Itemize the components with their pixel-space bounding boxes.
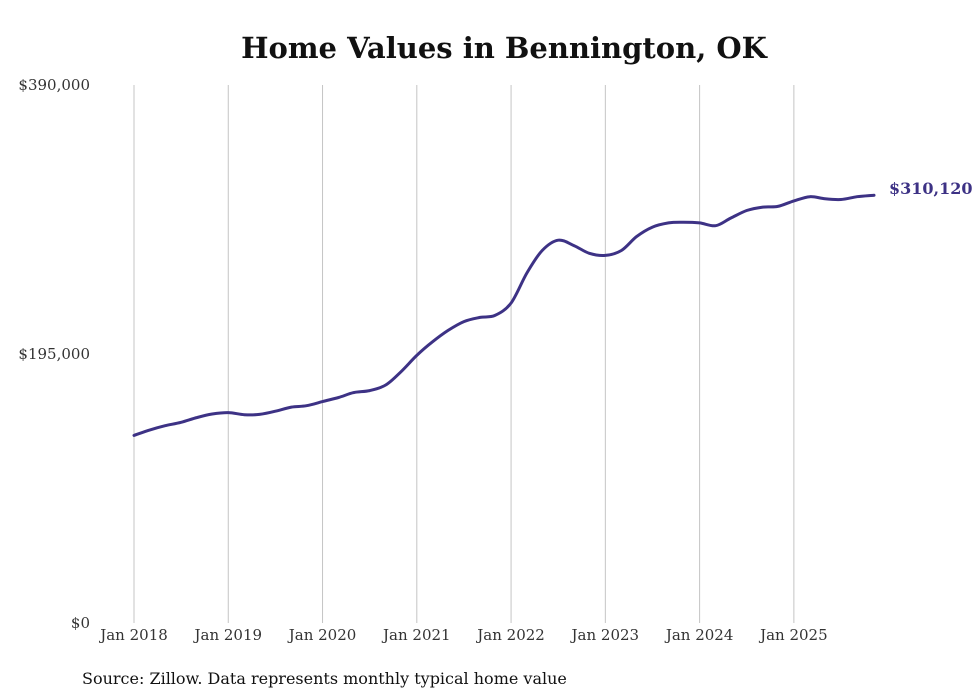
series-layer: $310,120 [132,179,973,437]
y-tick-label-0: $390,000 [18,76,90,94]
x-tick-label-7: Jan 2025 [758,626,828,644]
vertical-gridlines [133,85,795,623]
series-line-0 [132,193,876,437]
source-note: Source: Zillow. Data represents monthly … [82,669,567,688]
x-tick-label-1: Jan 2019 [192,626,262,644]
y-tick-label-2: $0 [71,614,90,632]
chart-title: Home Values in Bennington, OK [241,31,769,65]
x-tick-label-5: Jan 2023 [570,626,640,644]
y-axis-tick-labels: $390,000 $195,000 $0 [18,76,90,632]
end-value-label: $310,120 [889,179,973,198]
x-tick-label-0: Jan 2018 [98,626,168,644]
y-tick-label-1: $195,000 [18,345,90,363]
x-tick-label-2: Jan 2020 [287,626,357,644]
x-axis-tick-labels: Jan 2018 Jan 2019 Jan 2020 Jan 2021 Jan 2022… [98,626,827,644]
x-tick-label-6: Jan 2024 [664,626,734,644]
x-tick-label-3: Jan 2021 [381,626,451,644]
x-tick-label-4: Jan 2022 [475,626,545,644]
